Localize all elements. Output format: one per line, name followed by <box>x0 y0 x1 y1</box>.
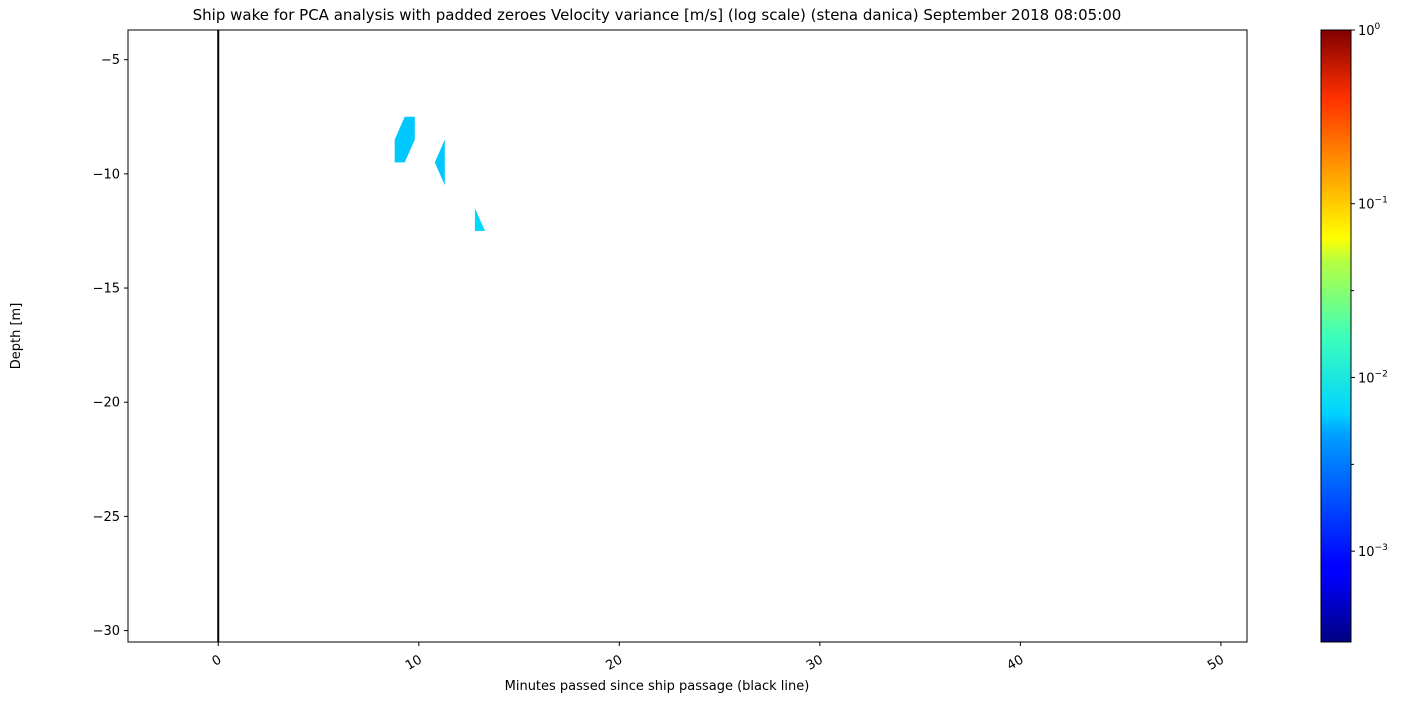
y-tick-label: −20 <box>93 396 120 411</box>
y-axis-label: Depth [m] <box>9 303 24 370</box>
chart-title: Ship wake for PCA analysis with padded z… <box>193 6 1122 24</box>
x-axis-ticks: 0 10 20 30 40 50 <box>210 642 1227 674</box>
colorbar-tick-label: 10−2 <box>1358 369 1388 386</box>
colorbar-tick-label: 10−3 <box>1358 543 1388 560</box>
y-axis-ticks: −5 −10 −15 −20 −25 −30 <box>93 53 128 639</box>
y-tick-label: −10 <box>93 167 120 182</box>
variance-region-1 <box>394 116 415 163</box>
variance-region-2 <box>434 139 445 186</box>
colorbar-tick-label: 100 <box>1358 22 1381 39</box>
colorbar <box>1320 29 1352 643</box>
plot-area <box>127 29 1248 643</box>
variance-region-3 <box>474 208 485 231</box>
x-tick-label: 20 <box>603 652 625 673</box>
colorbar-ticks: 100 10−1 10−2 10−3 <box>1351 22 1388 560</box>
x-tick-label: 50 <box>1205 652 1227 673</box>
colorbar-tick-label: 10−1 <box>1358 196 1388 213</box>
y-tick-label: −30 <box>93 624 120 639</box>
y-tick-label: −5 <box>101 53 120 68</box>
x-tick-label: 10 <box>403 652 425 673</box>
x-tick-label: 0 <box>210 652 225 669</box>
y-tick-label: −15 <box>93 282 120 297</box>
variance-regions <box>394 116 485 231</box>
x-axis-label: Minutes passed since ship passage (black… <box>505 679 810 694</box>
x-tick-label: 40 <box>1005 652 1027 673</box>
x-tick-label: 30 <box>804 652 826 673</box>
y-tick-label: −25 <box>93 510 120 525</box>
